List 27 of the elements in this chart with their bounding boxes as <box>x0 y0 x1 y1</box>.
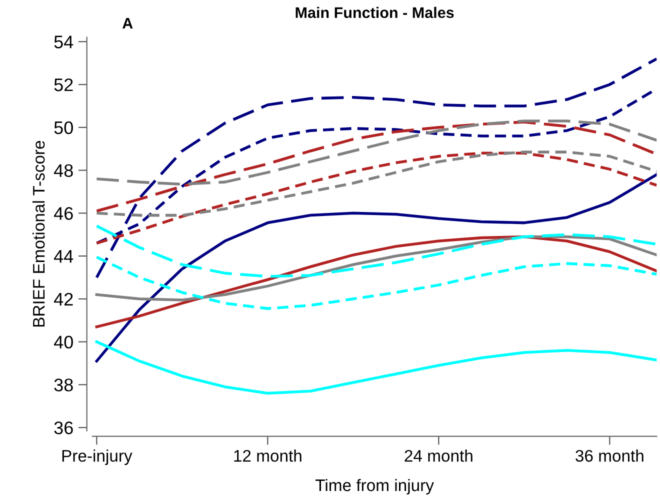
line-series <box>95 173 657 362</box>
line-series <box>95 150 657 217</box>
y-axis-title: BRIEF Emotional T-score <box>32 140 45 327</box>
chart-title: Main Function - Males <box>296 6 454 18</box>
y-tick-label: 52 <box>54 78 73 92</box>
line-series <box>95 152 657 245</box>
text: A <box>122 18 133 28</box>
x-axis-title: Time from injury <box>316 478 434 494</box>
y-tick-label: 36 <box>54 421 73 434</box>
line-series <box>95 120 657 186</box>
line-series <box>95 120 657 212</box>
y-tick-label: 46 <box>54 207 73 220</box>
y-tick-label: 40 <box>54 336 73 349</box>
y-tick-label: 54 <box>54 36 74 48</box>
line-series <box>95 256 657 310</box>
y-tick-label: 50 <box>54 121 73 134</box>
y-tick-label: 38 <box>54 378 73 392</box>
line-series <box>95 224 657 278</box>
x-tick-label: 24 month <box>404 450 472 462</box>
line-series <box>95 340 657 395</box>
y-tick-label: 48 <box>54 164 73 177</box>
line-series <box>95 57 657 279</box>
x-tick-label: 36 month <box>576 450 644 462</box>
y-tick-label: 44 <box>54 250 74 263</box>
x-tick-label: 12 month <box>234 450 302 462</box>
x-tick-label: Pre-injury <box>62 450 132 466</box>
y-tick-label: 42 <box>54 292 73 306</box>
